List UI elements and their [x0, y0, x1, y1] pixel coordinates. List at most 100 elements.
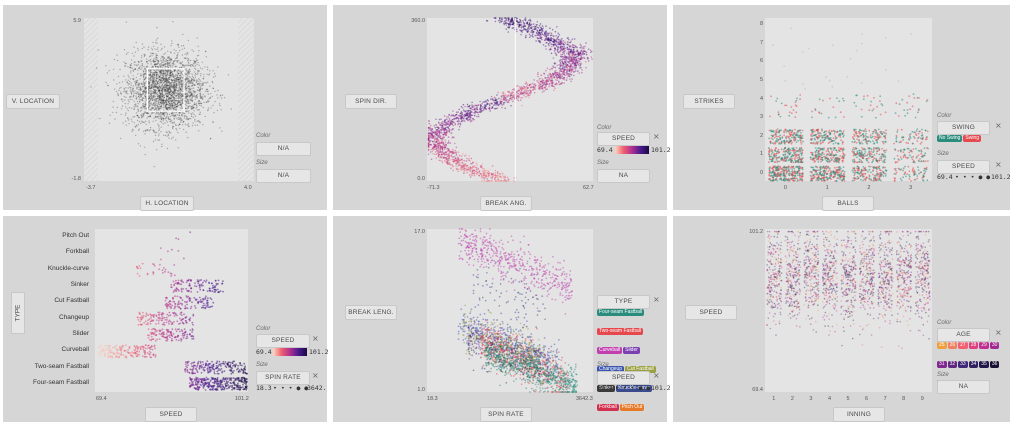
- data-point: [453, 142, 456, 145]
- data-point: [551, 79, 553, 82]
- data-point: [135, 106, 137, 108]
- size-caption: Size: [256, 160, 268, 166]
- data-point: [131, 120, 133, 123]
- color-selector[interactable]: N/A: [256, 142, 311, 156]
- data-point: [186, 100, 188, 102]
- data-point: [175, 89, 177, 91]
- data-point: [196, 63, 198, 66]
- data-point: [172, 85, 175, 88]
- data-point: [468, 157, 470, 160]
- y-axis-button[interactable]: V. LOCATION: [6, 94, 60, 109]
- data-point: [160, 131, 162, 133]
- data-point: [170, 88, 172, 91]
- close-icon[interactable]: ×: [653, 132, 660, 141]
- data-point: [137, 60, 140, 63]
- data-point: [192, 122, 194, 124]
- data-point: [130, 92, 132, 94]
- data-point: [521, 92, 523, 95]
- data-point: [179, 49, 181, 52]
- data-point: [515, 91, 518, 94]
- data-point: [195, 61, 197, 63]
- data-point: [472, 104, 475, 107]
- data-point: [162, 77, 165, 80]
- data-point: [158, 133, 160, 135]
- data-point: [170, 98, 172, 100]
- data-point: [162, 95, 164, 97]
- data-point: [142, 90, 144, 93]
- data-point: [163, 113, 165, 116]
- data-point: [153, 81, 155, 83]
- data-point: [178, 83, 180, 86]
- data-point: [171, 73, 174, 75]
- data-point: [199, 97, 201, 99]
- data-point: [159, 84, 161, 86]
- data-point: [108, 122, 111, 124]
- data-point: [132, 69, 134, 71]
- data-point: [171, 108, 173, 110]
- data-point: [139, 78, 141, 80]
- data-point: [181, 107, 184, 109]
- data-point: [442, 133, 445, 136]
- data-point: [170, 61, 172, 63]
- size-selector[interactable]: N/A: [256, 169, 311, 183]
- data-point: [150, 71, 153, 73]
- data-point: [482, 175, 485, 177]
- data-point: [171, 99, 173, 102]
- data-point: [140, 95, 142, 97]
- data-point: [562, 50, 565, 53]
- data-point: [173, 104, 176, 106]
- y-axis-button[interactable]: SPIN DIR.: [345, 94, 397, 109]
- data-point: [163, 77, 166, 79]
- data-point: [188, 112, 190, 114]
- data-point: [543, 39, 546, 41]
- data-point: [528, 85, 531, 87]
- data-point: [123, 49, 126, 51]
- data-point: [155, 84, 157, 86]
- data-point: [579, 46, 581, 49]
- data-point: [527, 95, 529, 97]
- data-point: [129, 86, 131, 88]
- data-point: [127, 87, 129, 89]
- data-point: [167, 77, 169, 79]
- data-point: [555, 71, 558, 74]
- data-point: [199, 79, 201, 81]
- color-selector[interactable]: SPEED: [597, 132, 650, 146]
- data-point: [178, 101, 180, 104]
- data-point: [154, 81, 156, 83]
- data-point: [153, 96, 155, 98]
- x-axis-button[interactable]: BREAK ANG.: [480, 196, 532, 211]
- data-point: [171, 122, 173, 124]
- data-point: [573, 38, 576, 40]
- data-point: [145, 86, 147, 88]
- data-point: [189, 64, 191, 67]
- data-point: [143, 91, 145, 94]
- data-point: [183, 47, 186, 49]
- data-point: [549, 41, 551, 44]
- data-point: [476, 108, 479, 111]
- data-point: [145, 76, 147, 79]
- size-selector[interactable]: NA: [597, 169, 650, 183]
- data-point: [171, 74, 173, 76]
- data-point: [165, 83, 167, 85]
- data-point: [166, 147, 169, 150]
- data-point: [136, 88, 138, 90]
- data-point: [157, 80, 160, 83]
- data-point: [148, 89, 150, 92]
- data-point: [151, 52, 153, 55]
- data-point: [149, 106, 151, 108]
- data-point: [117, 93, 119, 96]
- data-point: [152, 82, 155, 85]
- data-point: [167, 89, 169, 91]
- data-point: [177, 81, 179, 83]
- data-point: [561, 38, 563, 40]
- data-point: [188, 76, 190, 78]
- data-point: [159, 82, 161, 84]
- data-point: [164, 72, 166, 75]
- data-point: [189, 94, 192, 97]
- data-point: [467, 166, 470, 169]
- color-gradient: [615, 146, 649, 154]
- data-point: [165, 74, 167, 76]
- x-axis-button[interactable]: H. LOCATION: [140, 196, 194, 211]
- data-point: [200, 83, 202, 85]
- data-point: [191, 82, 193, 85]
